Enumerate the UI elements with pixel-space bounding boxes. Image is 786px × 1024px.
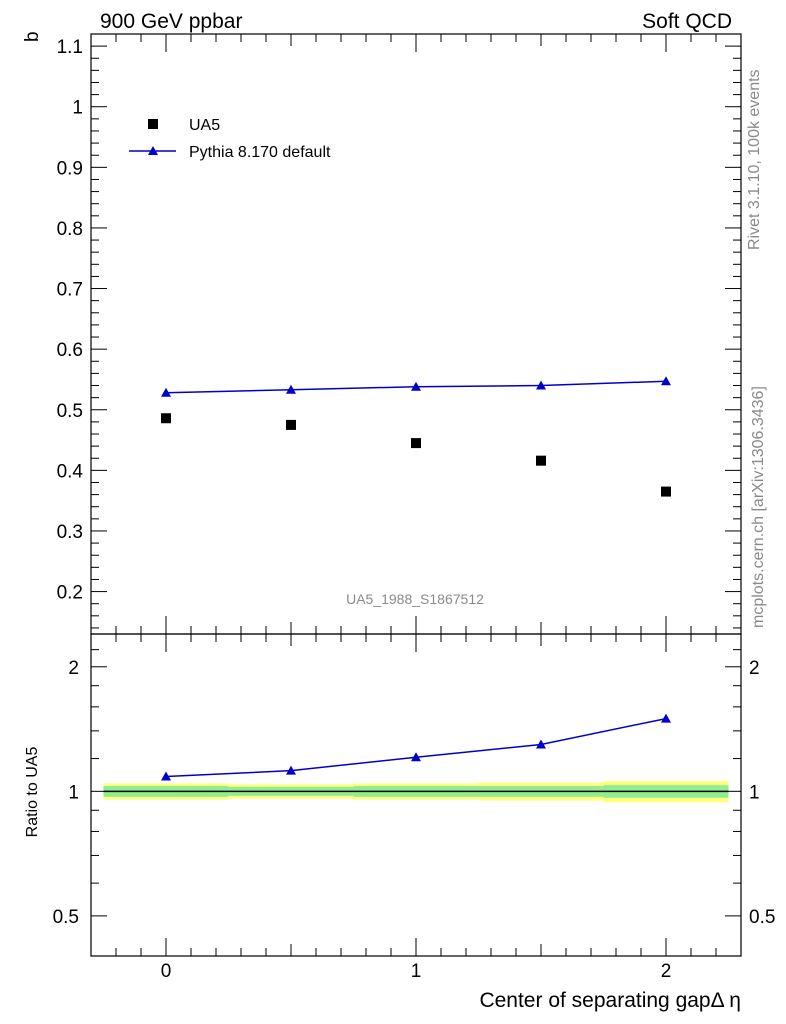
legend-ua5-label: UA5 bbox=[189, 117, 220, 134]
main-data-layer bbox=[161, 376, 671, 497]
xtick-label: 0 bbox=[161, 961, 172, 982]
ratio-pythia-point bbox=[661, 713, 671, 723]
ratio-ytick-label: 1 bbox=[68, 782, 79, 803]
ratio-plot-area bbox=[103, 713, 729, 803]
main-ytick-label: 0.8 bbox=[57, 219, 83, 240]
ratio-pythia-point bbox=[161, 771, 171, 781]
main-ytick-label: 1.1 bbox=[57, 37, 83, 58]
x-axis-label: Center of separating gapΔ η bbox=[479, 989, 741, 1012]
mcplots-info-label: mcplots.cern.ch [arXiv:1306.3436] bbox=[750, 386, 767, 628]
ratio-frame bbox=[90, 633, 742, 957]
legend-pythia-label: Pythia 8.170 default bbox=[189, 144, 331, 161]
main-ylabel: b bbox=[22, 31, 43, 42]
ratio-ytick-label: 0.5 bbox=[53, 907, 79, 928]
main-ytick-label: 0.3 bbox=[57, 522, 83, 543]
main-ytick-label: 0.9 bbox=[57, 158, 83, 179]
ratio-ytick-label-right: 2 bbox=[749, 658, 760, 679]
axes-frames: 0.2 0.3 0.4 0.5 0.6 0.7 0.8 0.9 1 1.1 0 1 2 0.5 0.5 1 1 2… bbox=[53, 33, 775, 982]
main-ytick-label: 0.2 bbox=[57, 583, 83, 604]
main-ytick-label: 0.7 bbox=[57, 280, 83, 301]
main-ytick-label: 0.6 bbox=[57, 340, 83, 361]
ua5-point bbox=[661, 486, 671, 497]
ratio-ylabel: Ratio to UA5 bbox=[24, 747, 41, 838]
pythia-point bbox=[411, 381, 421, 391]
legend-ua5-marker bbox=[148, 119, 158, 129]
header-left-label: 900 GeV ppbar bbox=[100, 10, 242, 33]
ratio-ytick-label-right: 1 bbox=[749, 782, 760, 803]
ua5-point bbox=[536, 455, 546, 466]
ua5-point bbox=[286, 419, 296, 430]
pythia-point bbox=[286, 384, 296, 394]
ua5-point bbox=[161, 413, 171, 424]
analysis-watermark: UA5_1988_S1867512 bbox=[346, 591, 484, 607]
main-ytick-label: 0.4 bbox=[57, 461, 84, 482]
pythia-point bbox=[536, 380, 546, 390]
main-ytick-label: 0.5 bbox=[57, 401, 83, 422]
xtick-label: 1 bbox=[411, 961, 422, 982]
pythia-point bbox=[661, 376, 671, 386]
main-ytick-label: 1 bbox=[72, 98, 83, 119]
ratio-ytick-label: 2 bbox=[68, 658, 79, 679]
ratio-pythia-line bbox=[165, 717, 667, 778]
pythia-point bbox=[161, 387, 171, 397]
legend-pythia-marker bbox=[148, 146, 158, 155]
xtick-label: 2 bbox=[661, 961, 672, 982]
ratio-pythia-point bbox=[286, 765, 296, 775]
ua5-point bbox=[411, 438, 421, 449]
ratio-ytick-label-right: 0.5 bbox=[749, 907, 775, 928]
ratio-pythia-point bbox=[411, 752, 421, 762]
legend: UA5 Pythia 8.170 default bbox=[129, 117, 331, 161]
header-right-label: Soft QCD bbox=[642, 10, 732, 33]
rivet-info-label: Rivet 3.1.10, 100k events bbox=[746, 69, 763, 250]
ratio-pythia-point bbox=[536, 739, 546, 749]
